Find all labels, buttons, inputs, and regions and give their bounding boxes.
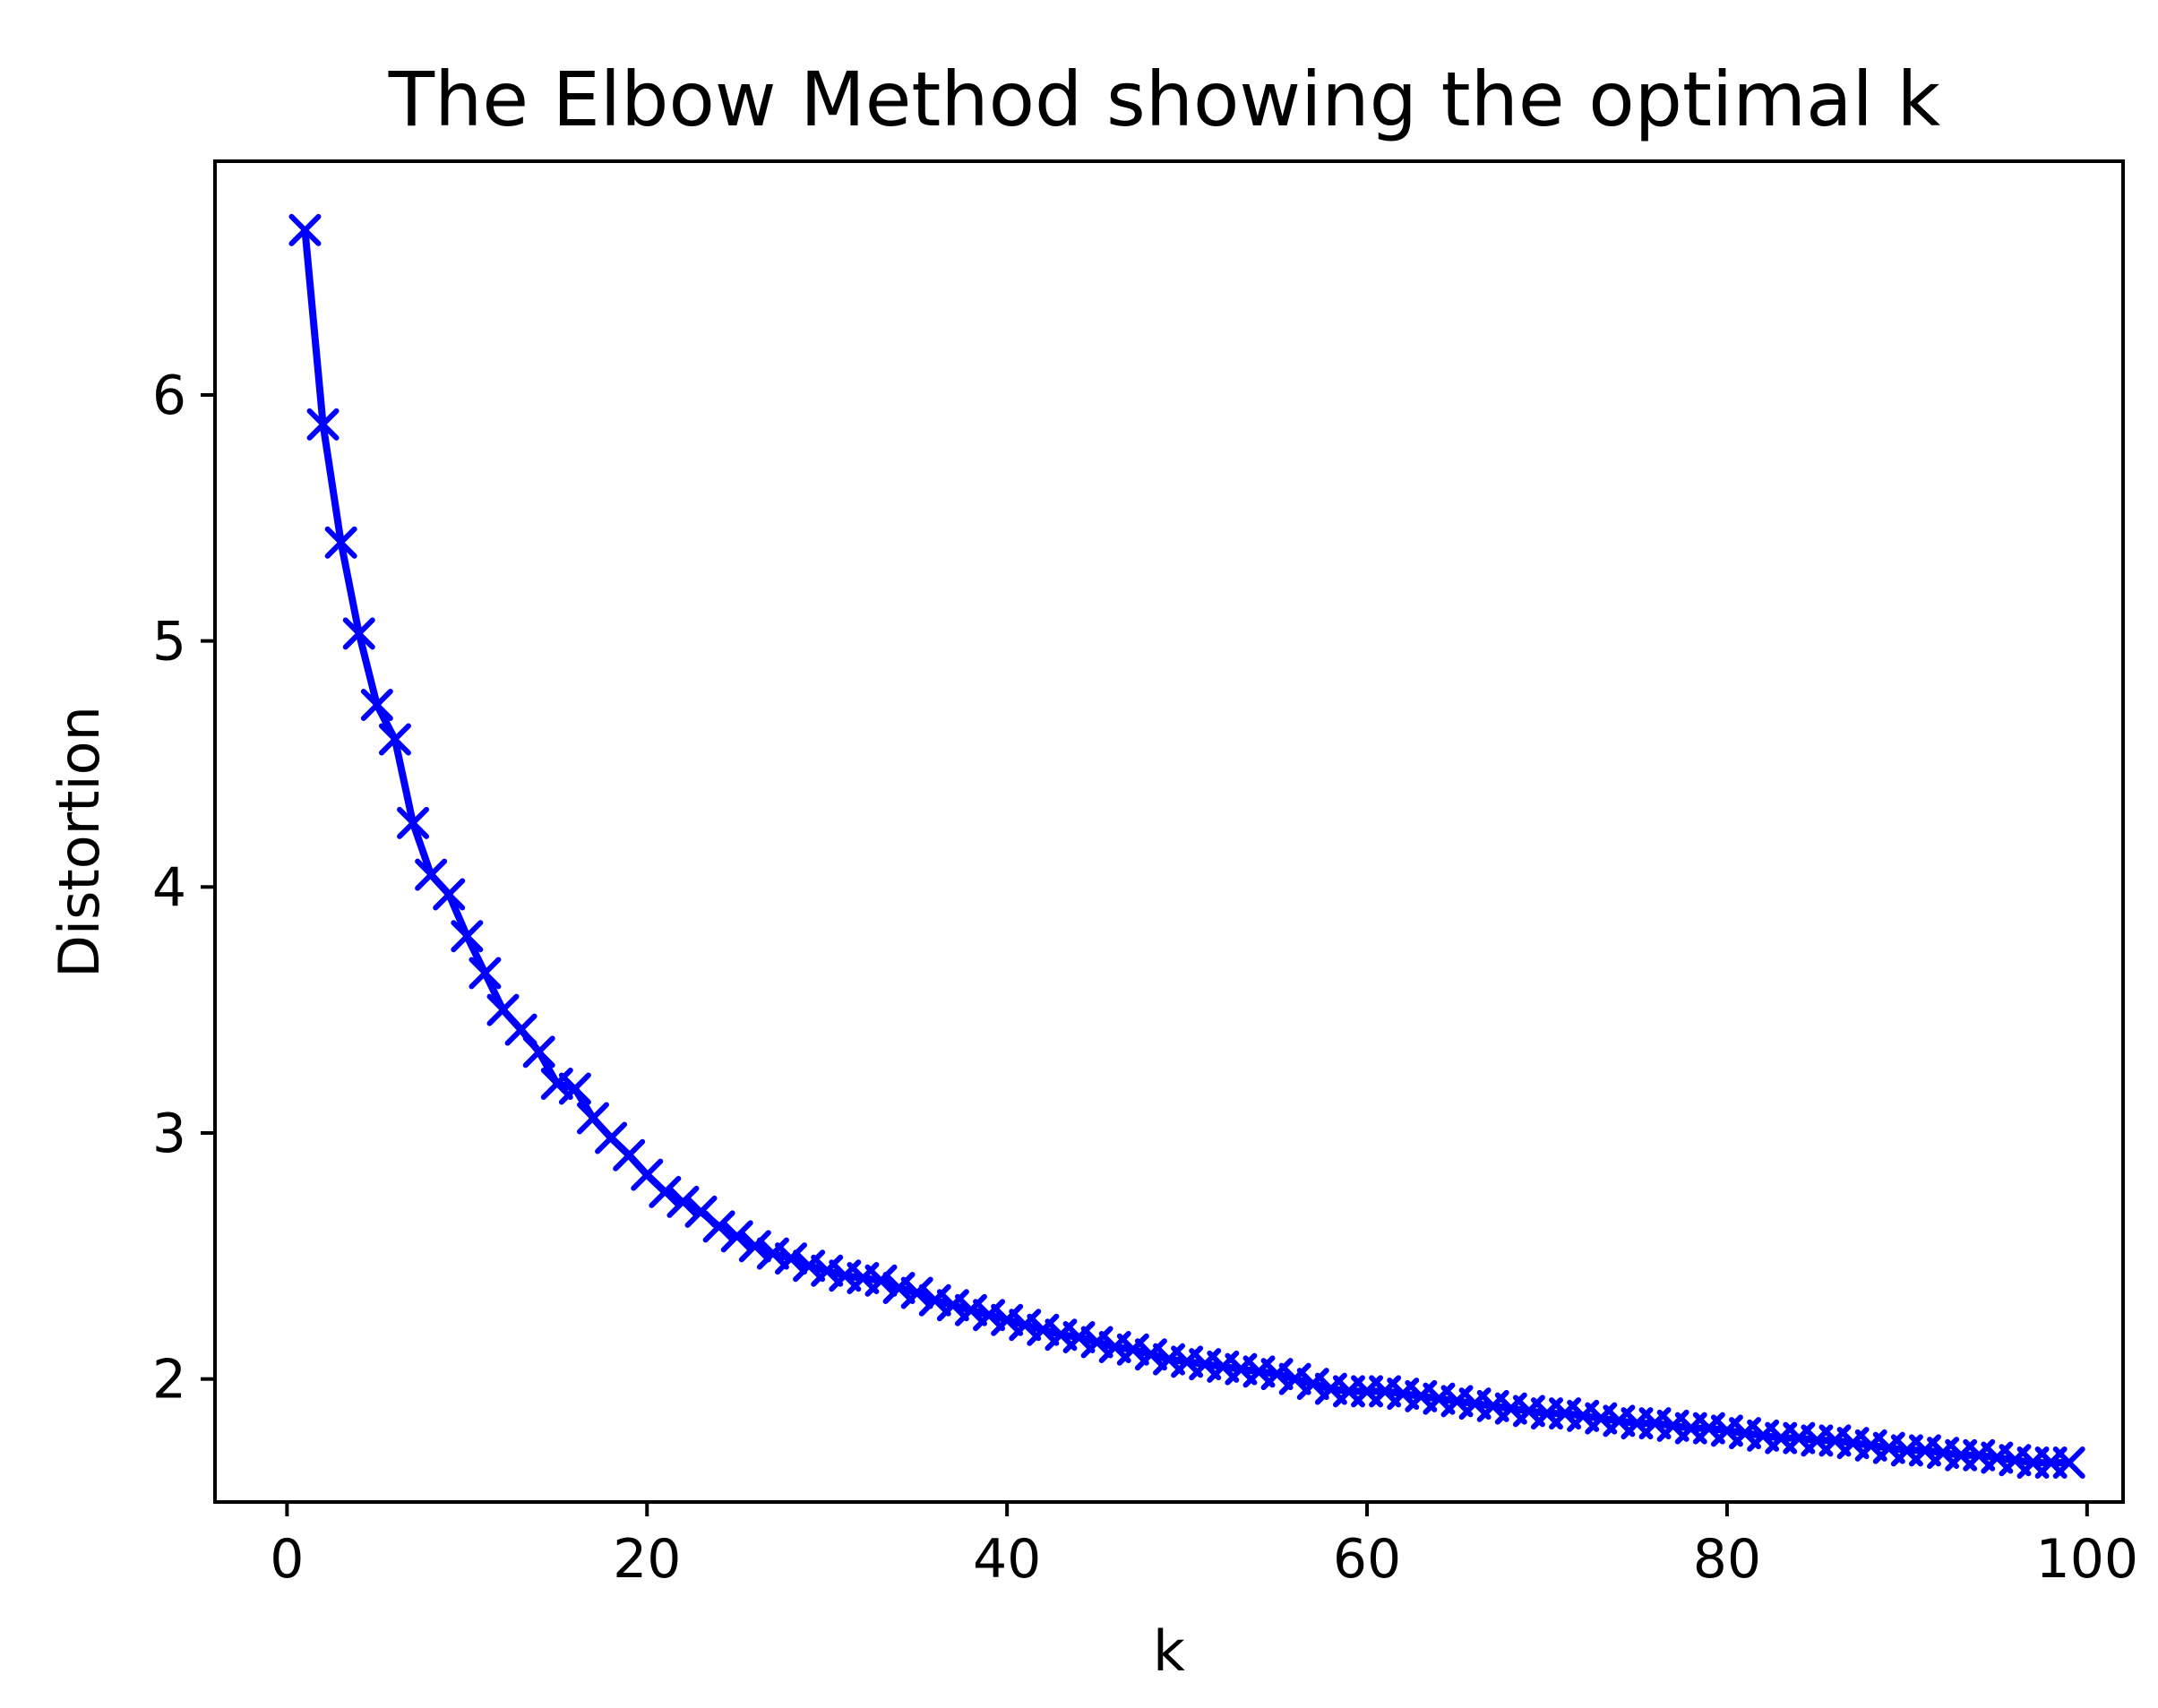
data-point-marker bbox=[471, 959, 498, 986]
chart-title: The Elbow Method showing the optimal k bbox=[388, 56, 1941, 143]
y-tick-label: 2 bbox=[152, 1349, 186, 1412]
data-point-marker bbox=[453, 923, 480, 949]
x-tick-label: 0 bbox=[270, 1528, 304, 1591]
x-tick-label: 80 bbox=[1693, 1528, 1761, 1591]
series-line bbox=[305, 230, 2069, 1463]
x-tick-label: 40 bbox=[973, 1528, 1041, 1591]
x-tick-label: 20 bbox=[613, 1528, 681, 1591]
data-point-marker bbox=[526, 1038, 553, 1065]
y-tick-label: 5 bbox=[152, 611, 186, 674]
data-point-marker bbox=[508, 1017, 535, 1043]
series-markers bbox=[291, 217, 2082, 1476]
x-tick-label: 60 bbox=[1333, 1528, 1401, 1591]
x-axis-label: k bbox=[1153, 1618, 1185, 1684]
y-tick-label: 6 bbox=[152, 365, 186, 427]
data-point-marker bbox=[435, 881, 462, 908]
x-axis-ticks: 0 20 40 60 80 100 bbox=[270, 1502, 2138, 1591]
plot-frame bbox=[215, 161, 2123, 1502]
x-tick-label: 100 bbox=[2036, 1528, 2139, 1591]
y-axis-ticks: 2 3 4 5 6 bbox=[152, 365, 215, 1412]
y-axis-label: Distortion bbox=[47, 706, 112, 978]
y-tick-label: 4 bbox=[152, 856, 186, 919]
y-tick-label: 3 bbox=[152, 1103, 186, 1165]
